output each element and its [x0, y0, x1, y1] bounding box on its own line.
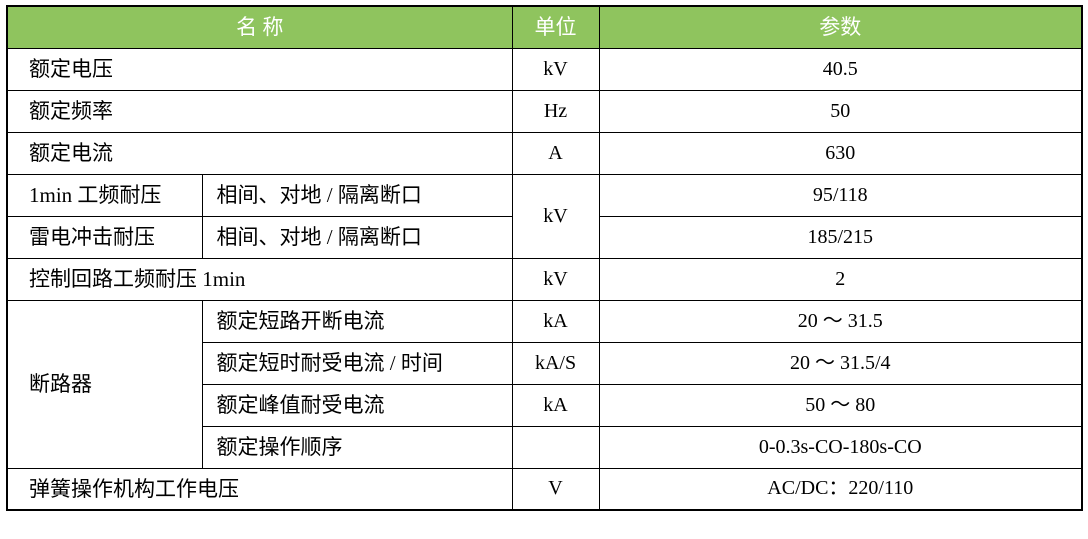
table-row: 雷电冲击耐压 相间、对地 / 隔离断口 185/215	[6, 215, 1083, 259]
row-spring-mechanism-unit: V	[511, 467, 600, 511]
header-row: 名 称 单位 参数	[6, 5, 1083, 49]
row-rated-voltage-unit: kV	[511, 47, 600, 91]
row-rated-current-name: 额定电流	[6, 131, 513, 175]
header-name: 名 称	[6, 5, 513, 49]
row-rated-frequency-name: 额定频率	[6, 89, 513, 133]
spec-table: 名 称 单位 参数 额定电压 kV 40.5 额定频率 Hz 50 额定电流 A…	[6, 5, 1083, 511]
row-lightning-impulse-value: 185/215	[598, 215, 1083, 259]
row-rated-current-unit: A	[511, 131, 600, 175]
table-row: 额定短时耐受电流 / 时间 kA/S 20 ～ 31.5/4	[7, 341, 1083, 385]
row-peak-current-unit: kA	[511, 383, 600, 427]
row-rated-voltage-value: 40.5	[598, 47, 1083, 91]
table-row: 控制回路工频耐压 1min kV 2	[6, 257, 1083, 301]
row-short-time-current-sub: 额定短时耐受电流 / 时间	[201, 341, 513, 385]
row-rated-frequency-unit: Hz	[511, 89, 600, 133]
row-short-time-current-value: 20 ～ 31.5/4	[598, 341, 1083, 385]
row-rated-current-value: 630	[598, 131, 1083, 175]
row-short-time-current-unit: kA/S	[511, 341, 600, 385]
row-operating-sequence-value: 0-0.3s-CO-180s-CO	[598, 425, 1083, 469]
row-breaking-current-value: 20 ～ 31.5	[598, 299, 1083, 343]
row-rated-frequency-value: 50	[598, 89, 1083, 133]
row-control-circuit-value: 2	[598, 257, 1083, 301]
header-params: 参数	[598, 5, 1083, 49]
table-row: 额定电压 kV 40.5	[6, 47, 1083, 91]
row-breaking-current-unit: kA	[511, 299, 600, 343]
group-circuit-breaker: 断路器	[6, 299, 203, 469]
table-row: 1min 工频耐压 相间、对地 / 隔离断口 kV 95/118	[6, 173, 1083, 259]
row-lightning-impulse-sub: 相间、对地 / 隔离断口	[201, 215, 513, 259]
row-control-circuit-unit: kV	[511, 257, 600, 301]
row-operating-sequence-unit	[511, 425, 600, 469]
row-spring-mechanism-name: 弹簧操作机构工作电压	[6, 467, 513, 511]
row-peak-current-sub: 额定峰值耐受电流	[201, 383, 513, 427]
row-power-freq-withstand-sub: 相间、对地 / 隔离断口	[201, 173, 513, 217]
row-breaking-current-sub: 额定短路开断电流	[201, 299, 513, 343]
table-row: 额定电流 A 630	[6, 131, 1083, 175]
row-rated-voltage-name: 额定电压	[6, 47, 513, 91]
row-spring-mechanism-value: AC/DC：220/110	[598, 467, 1083, 511]
table-row: 断路器 额定短路开断电流 kA 20 ～ 31.5	[6, 299, 1083, 469]
row-power-freq-withstand-value: 95/118	[598, 173, 1083, 217]
row-lightning-impulse-name: 雷电冲击耐压	[6, 215, 203, 259]
row-power-freq-withstand-name: 1min 工频耐压	[6, 173, 203, 217]
table-row: 额定频率 Hz 50	[6, 89, 1083, 133]
table-row: 弹簧操作机构工作电压 V AC/DC：220/110	[6, 467, 1083, 511]
header-unit: 单位	[511, 5, 600, 49]
row-peak-current-value: 50 ～ 80	[598, 383, 1083, 427]
row-control-circuit-name: 控制回路工频耐压 1min	[6, 257, 513, 301]
row-withstand-unit-merged: kV	[511, 173, 600, 259]
row-operating-sequence-sub: 额定操作顺序	[201, 425, 513, 469]
